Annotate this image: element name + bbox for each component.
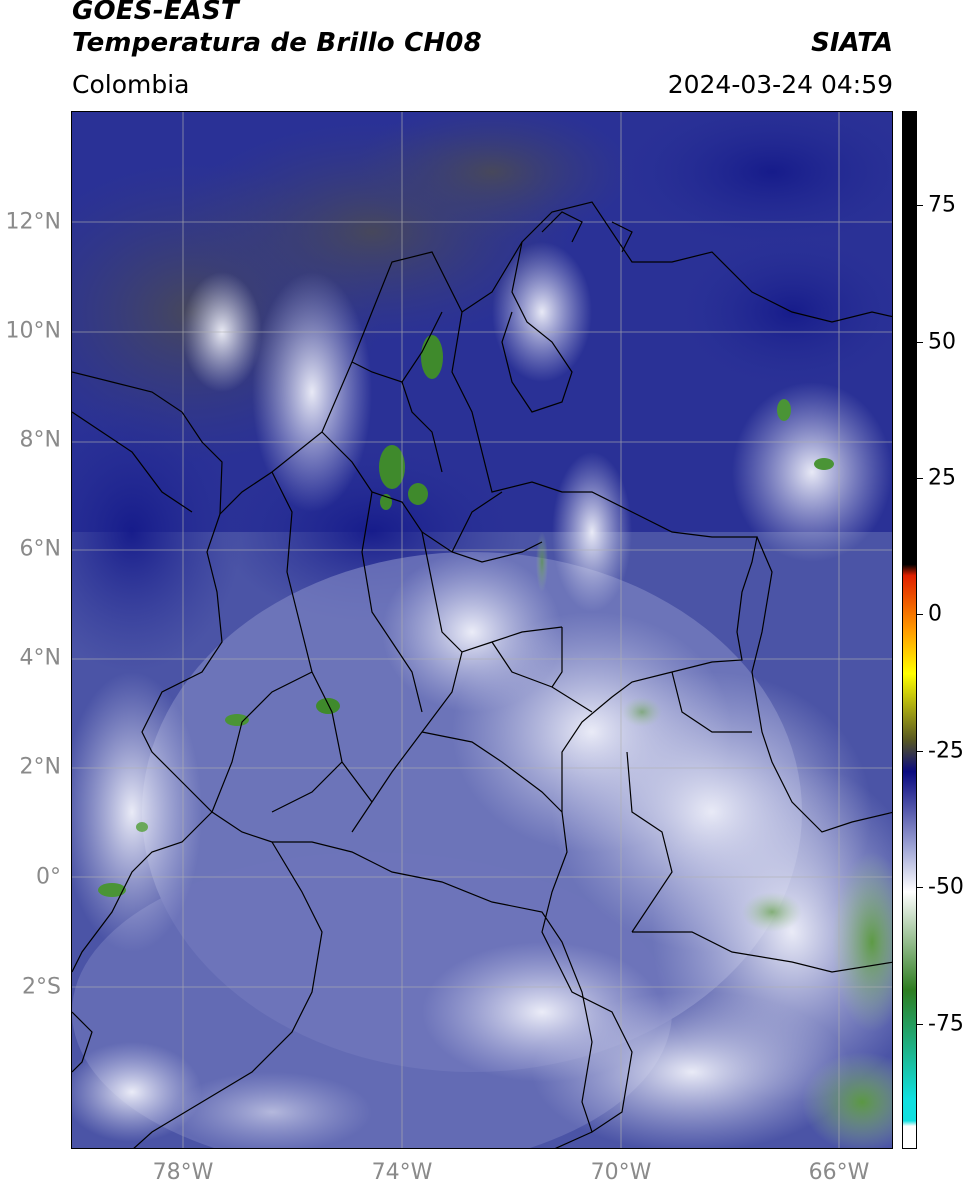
colorbar-label-minus25: -25 (928, 738, 964, 764)
colorbar-tick-minus75 (917, 1024, 923, 1025)
colorbar-label-50: 50 (928, 329, 956, 355)
map-canvas[interactable] (72, 112, 893, 1149)
timestamp-label: 2024-03-24 04:59 (667, 70, 893, 99)
colorbar-tick-50 (917, 342, 923, 343)
colorbar-tick-25 (917, 478, 923, 479)
lat-label-12n: 12°N (5, 209, 61, 235)
lat-label-0: 0° (36, 864, 61, 890)
lat-label-6n: 6°N (19, 536, 61, 562)
region-label: Colombia (72, 70, 190, 99)
lat-label-8n: 8°N (19, 427, 61, 453)
lon-label-70w: 70°W (590, 1160, 652, 1185)
lat-label-2s: 2°S (22, 974, 61, 1000)
lon-label-74w: 74°W (371, 1160, 433, 1185)
colorbar-tick-minus50 (917, 887, 923, 888)
cloud-field-south (72, 242, 892, 1148)
colorbar-label-minus75: -75 (928, 1011, 964, 1037)
colorbar-tick-minus25 (917, 751, 923, 752)
lat-label-10n: 10°N (5, 318, 61, 344)
colorbar-label-minus50: -50 (928, 874, 964, 900)
agency-label: SIATA (811, 28, 893, 58)
coastlines-and-borders (72, 201, 892, 1148)
lat-label-2n: 2°N (19, 754, 61, 780)
lon-label-78w: 78°W (152, 1160, 214, 1185)
colorbar-tick-75 (917, 205, 923, 206)
colorbar-label-25: 25 (928, 465, 956, 491)
colorbar-tick-0 (917, 614, 923, 615)
cold-cloud-cells (98, 335, 892, 1148)
colorbar-label-75: 75 (928, 192, 956, 218)
satellite-map[interactable] (71, 111, 893, 1149)
title-line-1: GOES-EAST (72, 0, 239, 26)
colorbar-label-0: 0 (928, 601, 942, 627)
lat-label-4n: 4°N (19, 645, 61, 671)
temperature-colorbar (902, 111, 917, 1149)
gridlines (72, 112, 892, 1148)
title-line-2: Temperatura de Brillo CH08 (72, 28, 482, 58)
lon-label-66w: 66°W (808, 1160, 870, 1185)
